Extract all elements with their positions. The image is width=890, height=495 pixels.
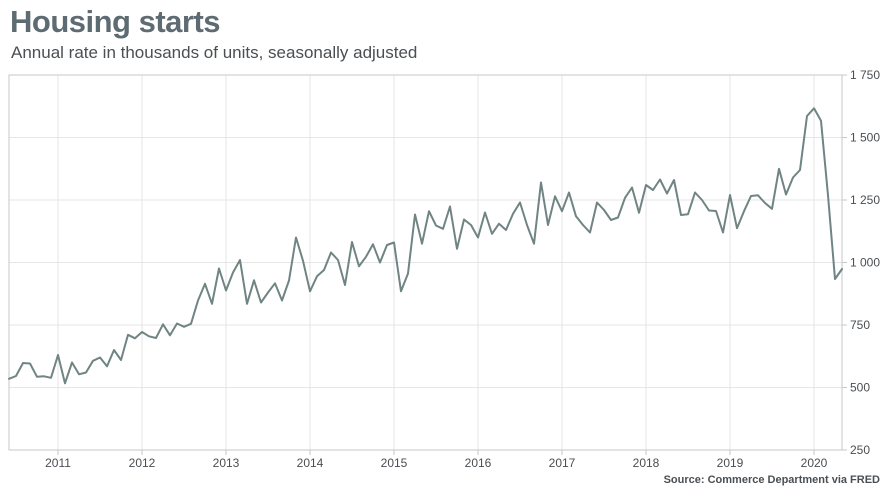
x-tick-label: 2017 xyxy=(549,456,576,470)
x-tick-label: 2019 xyxy=(717,456,744,470)
y-tick-label: 500 xyxy=(850,381,870,395)
source-note: Source: Commerce Department via FRED xyxy=(663,474,880,486)
x-tick-label: 2013 xyxy=(213,456,240,470)
y-tick-label: 1 500 xyxy=(850,131,880,145)
y-tick-label: 250 xyxy=(850,443,870,457)
series-line-housing-starts xyxy=(8,107,843,385)
chart-title: Housing starts xyxy=(10,4,221,39)
y-tick-label: 750 xyxy=(850,318,870,332)
x-tick-label: 2014 xyxy=(297,456,324,470)
x-axis: 2011 2012 2013 2014 2015 2016 2017 2018 2019 2020 xyxy=(45,450,828,470)
y-axis: 250 500 750 1 000 1 250 1 500 1 750 xyxy=(842,68,880,457)
x-tick-label: 2018 xyxy=(633,456,660,470)
gridlines xyxy=(9,75,842,450)
x-tick-label: 2015 xyxy=(381,456,408,470)
y-tick-label: 1 250 xyxy=(850,193,880,207)
y-tick-label: 1 750 xyxy=(850,68,880,82)
x-tick-label: 2011 xyxy=(45,456,71,470)
chart-subtitle: Annual rate in thousands of units, seaso… xyxy=(11,43,418,62)
y-tick-label: 1 000 xyxy=(850,256,880,270)
x-tick-label: 2020 xyxy=(801,456,828,470)
x-tick-label: 2012 xyxy=(129,456,156,470)
x-tick-label: 2016 xyxy=(465,456,492,470)
